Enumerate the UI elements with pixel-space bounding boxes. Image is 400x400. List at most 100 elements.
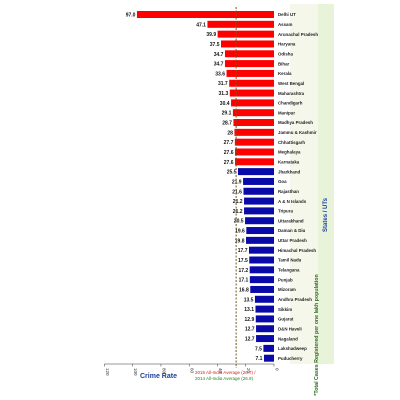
state-label: Chandigarh xyxy=(278,101,303,106)
bar xyxy=(249,276,274,284)
state-label: Chhattisgarh xyxy=(278,140,305,145)
state-label: Uttarakhand xyxy=(278,218,304,223)
bar-value-label: 17.2 xyxy=(238,268,248,274)
x-tick-label: 100 xyxy=(133,368,138,376)
bar-value-label: 12.7 xyxy=(245,337,255,343)
bar-value-label: 7.1 xyxy=(256,356,263,362)
state-label: Karnataka xyxy=(278,160,300,165)
bar-value-label: 7.5 xyxy=(255,346,262,352)
bar xyxy=(255,315,274,323)
state-label: Tamil Nadu xyxy=(278,258,302,263)
state-label: Tripura xyxy=(278,209,293,214)
bar xyxy=(243,177,274,185)
bar xyxy=(248,246,274,254)
bar xyxy=(226,69,274,77)
side-panel xyxy=(318,4,334,364)
state-label: West Bengal xyxy=(278,81,304,86)
bar xyxy=(254,295,274,303)
bar xyxy=(234,128,274,136)
side-note: *Total Cases Registered per one lakh pop… xyxy=(314,274,320,395)
state-label: Puducherry xyxy=(278,356,303,361)
bar-value-label: 27.7 xyxy=(224,140,234,146)
bar-value-label: 29.1 xyxy=(222,111,232,117)
bar xyxy=(235,148,274,156)
bar xyxy=(246,227,274,235)
x-tick-label: 0 xyxy=(275,368,280,371)
x-tick-label: 40 xyxy=(218,368,223,374)
state-label: Uttar Pradesh xyxy=(278,238,307,243)
bar xyxy=(256,335,274,343)
bar-value-label: 39.9 xyxy=(206,32,216,38)
bar-value-label: 21.6 xyxy=(232,189,242,195)
state-label: A & N Islands xyxy=(278,199,307,204)
bar-value-label: 25.5 xyxy=(227,170,237,176)
bar xyxy=(244,197,274,205)
state-label: Odisha xyxy=(278,51,293,56)
state-label: Kerala xyxy=(278,71,292,76)
bar-value-label: 47.1 xyxy=(196,22,206,28)
avg-2015-label: 2015 All-India Average (26.7) / xyxy=(195,370,256,375)
bar-value-label: 97.0 xyxy=(126,13,136,19)
state-label: Andhra Pradesh xyxy=(278,297,312,302)
bar xyxy=(235,158,274,166)
bar-value-label: 20.5 xyxy=(234,219,244,225)
state-label: Rajasthan xyxy=(278,189,299,194)
bar xyxy=(224,60,274,68)
bar xyxy=(233,119,274,127)
bar-value-label: 28.7 xyxy=(222,121,232,127)
bar xyxy=(249,266,274,274)
bar-value-label: 17.1 xyxy=(239,278,249,284)
bar xyxy=(221,40,274,48)
state-label: Haryana xyxy=(278,42,296,47)
bar xyxy=(207,20,274,28)
bar xyxy=(255,305,274,313)
state-label: Jharkhand xyxy=(278,169,301,174)
bar-value-label: 27.6 xyxy=(224,160,234,166)
state-name-panel xyxy=(290,4,318,364)
bar-value-label: 19.8 xyxy=(235,238,245,244)
state-label: Madhya Pradesh xyxy=(278,120,313,125)
y-axis-title: States / UTs xyxy=(323,197,329,232)
bar xyxy=(263,344,274,352)
bar-value-label: 13.5 xyxy=(244,297,254,303)
bar xyxy=(256,325,274,333)
bar xyxy=(245,217,274,225)
state-labels-group: Delhi UT Assam Arunachal Pradesh Haryana Odi… xyxy=(278,12,318,361)
state-label: Maharashtra xyxy=(278,91,305,96)
bar-value-label: 31.3 xyxy=(219,91,229,97)
bar xyxy=(234,138,274,146)
x-axis-ticks: 120 100 80 60 40 20 0 xyxy=(104,364,280,376)
bar-value-label: 12.7 xyxy=(245,327,255,333)
state-label: Gujarat xyxy=(278,317,294,322)
bar xyxy=(249,256,274,264)
bar-value-label: 37.5 xyxy=(210,42,220,48)
state-label: Himachal Pradesh xyxy=(278,248,316,253)
bar-value-label: 30.4 xyxy=(220,101,230,107)
state-label: Lakshadweep xyxy=(278,346,307,351)
bar xyxy=(224,50,274,58)
bar-value-label: 17.7 xyxy=(238,248,248,254)
bars-group xyxy=(136,11,274,362)
state-label: Arunachal Pradesh xyxy=(278,32,318,37)
bar xyxy=(232,109,274,117)
bar xyxy=(243,187,274,195)
state-label: Telangana xyxy=(278,268,300,273)
bar-value-label: 34.7 xyxy=(214,52,224,58)
state-label: Punjab xyxy=(278,277,293,282)
bar xyxy=(231,99,274,107)
state-label: Daman & Diu xyxy=(278,228,306,233)
bar xyxy=(244,207,274,215)
x-tick-label: 60 xyxy=(190,368,195,374)
state-label: Bihar xyxy=(278,61,290,66)
bar-value-label: 34.7 xyxy=(214,62,224,68)
x-tick-label: 120 xyxy=(105,368,110,376)
bar-value-label: 21.2 xyxy=(233,199,243,205)
bar xyxy=(217,30,274,38)
x-tick-label: 80 xyxy=(161,368,166,374)
state-label: Sikkim xyxy=(278,307,292,312)
x-axis-label: Crime Rate xyxy=(140,373,177,380)
bar-value-label: 17.5 xyxy=(238,258,248,264)
state-label: Nagaland xyxy=(278,336,298,341)
bar xyxy=(263,354,274,362)
